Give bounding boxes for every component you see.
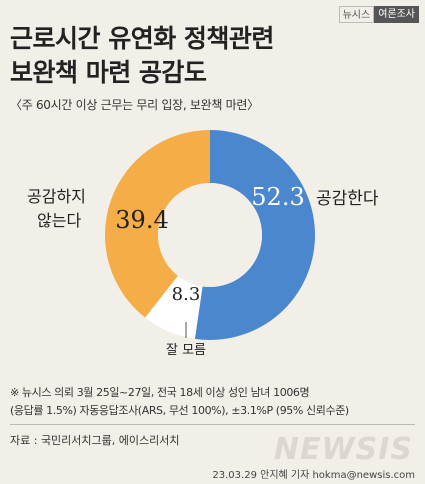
footnote-line-2: (응답률 1.5%) 자동응답조사(ARS, 무선 100%), ±3.1%P … <box>10 404 349 417</box>
badge-label: 여론조사 <box>374 6 419 23</box>
value-label-disagree: 39.4 <box>115 206 168 234</box>
divider <box>10 424 415 425</box>
donut-slice-disagree <box>105 130 210 318</box>
slice-label-disagree-2: 않는다 <box>37 211 81 230</box>
page-title: 근로시간 유연화 정책관련 보완책 마련 공감도 <box>10 22 274 90</box>
data-source: 자료 : 국민리서치그룹, 에이스리서치 <box>10 434 180 447</box>
badge-brand: 뉴시스 <box>338 6 375 23</box>
slice-label-agree: 공감한다 <box>316 189 379 209</box>
survey-footnote: ※ 뉴시스 의뢰 3월 25일~27일, 전국 18세 이상 성인 남녀 100… <box>10 384 420 420</box>
donut-slice-agree <box>194 130 315 340</box>
donut-slices <box>105 130 315 340</box>
title-line-1: 근로시간 유연화 정책관련 <box>10 24 274 53</box>
poll-badge: 뉴시스 여론조사 <box>338 6 419 23</box>
donut-hole <box>158 183 262 287</box>
subtitle: 〈주 60시간 이상 근무는 무리 입장, 보완책 마련〉 <box>10 98 259 112</box>
slice-label-disagree-1: 공감하지 <box>27 187 86 206</box>
credit-line: 23.03.29 안지혜 기자 hokma@newsis.com <box>212 470 415 481</box>
footnote-line-1: ※ 뉴시스 의뢰 3월 25일~27일, 전국 18세 이상 성인 남녀 100… <box>10 386 310 399</box>
newsis-logo: NEWSIS <box>273 432 413 467</box>
value-label-unknown: 8.3 <box>172 284 201 305</box>
title-line-2: 보완책 마련 공감도 <box>10 58 207 87</box>
donut-slice-unknown <box>145 275 203 339</box>
slice-label-unknown: 잘 모름 <box>166 343 206 358</box>
value-label-agree: 52.3 <box>251 183 304 211</box>
